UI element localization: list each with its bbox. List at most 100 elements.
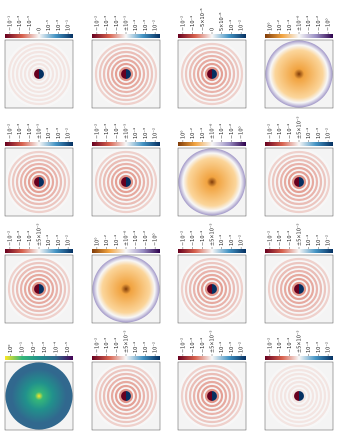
panel: −10⁻² −10⁻³ −10⁻⁴ ±5×10⁻⁵ 10⁻⁴ 10⁻³ 10⁻² — [177, 223, 247, 324]
colorbar — [178, 34, 246, 38]
colorbar-tick-label: 10⁻⁴ — [229, 20, 235, 31]
polar-field — [178, 362, 246, 430]
colorbar-tick-label: ±10⁻⁵ — [124, 124, 130, 139]
colorbar-tick-label: −10⁻³ — [277, 124, 283, 139]
colorbar-tick-label: 0 — [37, 28, 43, 31]
colorbar-tick-label: 10⁻⁴ — [219, 235, 225, 246]
colorbar-tick-label: −10⁻⁴ — [200, 338, 206, 353]
colorbar-tick-label: −10⁻² — [143, 231, 149, 246]
colorbar-tick-label: 5×10⁻⁶ — [219, 13, 225, 31]
colorbar-tick-label: −10⁻⁴ — [114, 124, 120, 139]
colorbar — [178, 249, 246, 253]
colorbar-tick-label: 10⁻² — [153, 342, 159, 353]
panel: −10⁻² −10⁻⁴ −5×10⁻⁶ 0 5×10⁻⁶ 10⁻⁴ 10⁻² — [177, 8, 247, 109]
colorbar-tick-label: −10⁻⁴ — [219, 124, 225, 139]
colorbar-tick-label: ±5×10⁻⁵ — [297, 330, 303, 353]
colorbar-tick-label: −10⁻⁴ — [114, 16, 120, 31]
colorbar-tick-label: −5×10⁻⁶ — [200, 8, 206, 31]
colorbar-tick-label: −10⁻² — [229, 124, 235, 139]
colorbar-tick-label: 10⁻⁴ — [54, 342, 60, 353]
colorbar-tick-label: −10⁻² — [94, 16, 100, 31]
colorbar-tick-label: ±10⁻⁶ — [210, 124, 216, 139]
colorbar-tick-label: −10⁻² — [180, 16, 186, 31]
colorbar-tick-label: 10⁻⁴ — [219, 342, 225, 353]
polar-field — [92, 255, 160, 323]
colorbar-tick-label: 10⁻² — [104, 235, 110, 246]
colorbar-tick-label: 10⁻⁵ — [46, 20, 52, 31]
colorbar-tick-label: −10⁻³ — [277, 231, 283, 246]
colorbar-tick-label: −10⁻⁴ — [287, 338, 293, 353]
colorbar-tick-label: −10⁻² — [180, 338, 186, 353]
colorbar-tick-label: 10⁻³ — [143, 128, 149, 139]
colorbar-tick-label: 10⁻³ — [42, 342, 48, 353]
colorbar — [5, 249, 73, 253]
colorbar-tick-label: 10⁻⁴ — [200, 128, 206, 139]
colorbar-tick-label: −10⁻² — [180, 231, 186, 246]
panel: −10⁻² −10⁻³ −10⁻⁴ ±5×10⁻⁵ 10⁻⁴ 10⁻³ 10⁻² — [264, 116, 334, 217]
colorbar — [5, 142, 73, 146]
colorbar-tick-label: −10⁻⁴ — [200, 231, 206, 246]
polar-field — [5, 362, 73, 430]
colorbar-tick-label: −10⁻³ — [104, 16, 110, 31]
polar-field — [178, 255, 246, 323]
colorbar-tick-label: ±10⁻⁶ — [124, 231, 130, 246]
colorbar-tick-label: 10⁻² — [239, 20, 245, 31]
polar-field — [178, 40, 246, 108]
colorbar-tick-label: −10⁻³ — [104, 124, 110, 139]
colorbar-tick-label: 10⁻⁴ — [306, 342, 312, 353]
panel: −10⁻² −10⁻³ −10⁻⁴ ±5×10⁻⁵ 10⁻⁴ 10⁻³ 10⁻² — [4, 223, 74, 324]
colorbar-tick-label: −10⁻² — [7, 124, 13, 139]
colorbar-tick-label: ±10⁻⁵ — [124, 16, 130, 31]
colorbar-tick-label: −10⁻⁴ — [190, 16, 196, 31]
colorbar-tick-label: −10⁻¹ — [7, 16, 13, 31]
panel: 10⁰ 10⁻² 10⁻⁴ ±10⁻⁶ −10⁻⁴ −10⁻² −10⁰ — [91, 231, 161, 324]
colorbar-tick-label: −10⁻² — [94, 338, 100, 353]
colorbar-tick-label: 10⁻⁴ — [46, 235, 52, 246]
polar-field — [92, 362, 160, 430]
colorbar-tick-label: 0 — [210, 28, 216, 31]
colorbar-tick-label: 10⁻³ — [316, 342, 322, 353]
colorbar — [5, 34, 73, 38]
colorbar-tick-label: 10⁻¹ — [66, 20, 72, 31]
colorbar — [178, 356, 246, 360]
colorbar — [92, 356, 160, 360]
polar-field — [265, 362, 333, 430]
colorbar-tick-label: −10⁰ — [326, 18, 332, 31]
colorbar-tick-label: 10⁻² — [326, 128, 332, 139]
colorbar-tick-label: 10⁻⁴ — [133, 20, 139, 31]
colorbar-tick-label: 10⁻² — [277, 20, 283, 31]
colorbar-tick-label: ±10⁻⁶ — [297, 16, 303, 31]
colorbar-tick-label: −10⁻⁴ — [287, 231, 293, 246]
polar-field — [92, 148, 160, 216]
panel: −10⁻² −10⁻³ −10⁻⁴ ±5×10⁻⁵ 10⁻⁴ 10⁻³ 10⁻² — [177, 330, 247, 431]
polar-field — [265, 255, 333, 323]
colorbar-tick-label: 10⁻⁴ — [287, 20, 293, 31]
colorbar-tick-label: 10⁻³ — [316, 235, 322, 246]
colorbar-tick-label: 10⁻² — [326, 342, 332, 353]
colorbar-tick-label: 10⁻² — [190, 128, 196, 139]
colorbar-tick-label: −10⁻³ — [104, 338, 110, 353]
colorbar-tick-label: −10⁻³ — [17, 16, 23, 31]
colorbar-tick-label: 10⁻³ — [229, 342, 235, 353]
colorbar-tick-label: ±5×10⁻⁵ — [297, 223, 303, 246]
colorbar-tick-label: −10⁻⁴ — [27, 231, 33, 246]
colorbar-tick-label: 10⁻³ — [56, 128, 62, 139]
colorbar-tick-label: −10⁻⁵ — [27, 16, 33, 31]
colorbar-tick-label: 10⁰ — [94, 238, 100, 246]
colorbar-tick-label: 10⁻³ — [316, 128, 322, 139]
colorbar-tick-label: ±5×10⁻⁵ — [37, 223, 43, 246]
colorbar-tick-label: 10⁻¹ — [20, 342, 26, 353]
colorbar-tick-label: 10⁻⁴ — [46, 128, 52, 139]
panel: 10⁰ 10⁻² 10⁻⁴ ±10⁻⁶ −10⁻⁴ −10⁻² −10⁰ — [264, 16, 334, 109]
polar-field — [178, 148, 246, 216]
colorbar-tick-label: −10⁻³ — [277, 338, 283, 353]
colorbar — [265, 249, 333, 253]
colorbar-tick-label: 10⁻² — [239, 342, 245, 353]
colorbar-tick-label: −10⁻⁴ — [114, 338, 120, 353]
colorbar — [92, 34, 160, 38]
colorbar-tick-label: −10⁻³ — [17, 231, 23, 246]
polar-field — [5, 255, 73, 323]
colorbar — [5, 356, 73, 360]
colorbar-tick-label: 10⁻³ — [229, 235, 235, 246]
colorbar-tick-label: 10⁻⁴ — [114, 235, 120, 246]
